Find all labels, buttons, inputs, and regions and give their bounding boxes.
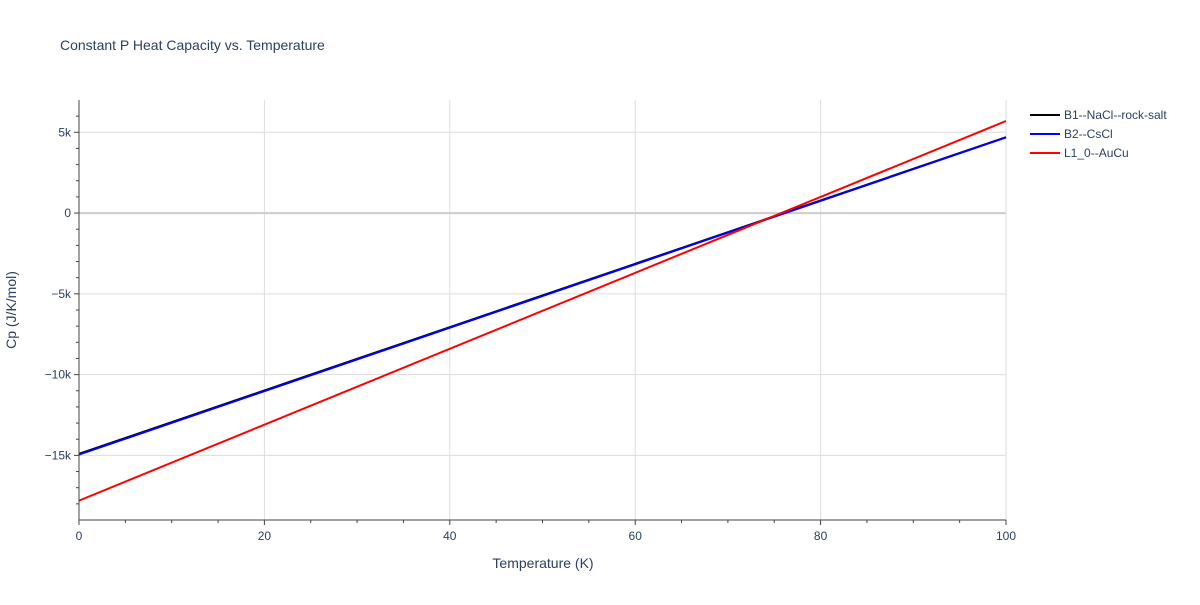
y-axis-title: Cp (J/K/mol): [3, 271, 19, 349]
legend[interactable]: B1--NaCl--rock-salt B2--CsCl L1_0--AuCu: [1030, 108, 1167, 160]
grid-layer: [79, 100, 1007, 520]
x-tick-label: 60: [629, 529, 643, 543]
x-tick-label: 20: [258, 529, 272, 543]
legend-item-0[interactable]: B1--NaCl--rock-salt: [1030, 108, 1167, 122]
y-tick-label: −15k: [45, 448, 72, 462]
y-tick-label: −10k: [45, 368, 72, 382]
axis-layer: 0 20 40 60 80 100 −15k −10k −5k 0 5k: [45, 100, 1016, 543]
legend-item-1[interactable]: B2--CsCl: [1030, 127, 1113, 141]
y-tick-label: 0: [64, 206, 71, 220]
legend-label: B2--CsCl: [1064, 127, 1113, 141]
x-tick-label: 80: [814, 529, 828, 543]
chart-title: Constant P Heat Capacity vs. Temperature: [60, 37, 325, 53]
legend-item-2[interactable]: L1_0--AuCu: [1030, 146, 1129, 160]
x-axis-title: Temperature (K): [492, 555, 593, 571]
y-tick-label: 5k: [58, 125, 72, 139]
series-line-1: [78, 136, 1007, 456]
x-tick-label: 100: [996, 529, 1016, 543]
y-tick-label: −5k: [51, 287, 72, 301]
series-layer: [78, 120, 1007, 502]
x-tick-label: 40: [443, 529, 457, 543]
legend-label: L1_0--AuCu: [1064, 146, 1129, 160]
x-tick-label: 0: [76, 529, 83, 543]
legend-label: B1--NaCl--rock-salt: [1064, 108, 1167, 122]
series-line-2: [78, 120, 1007, 502]
